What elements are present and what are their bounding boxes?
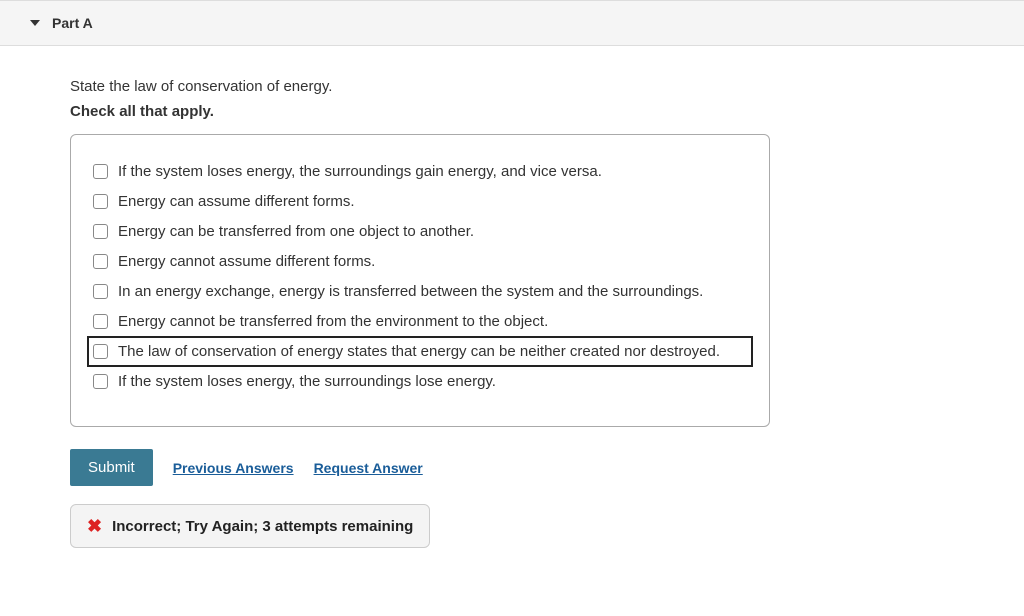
feedback-text: Incorrect; Try Again; 3 attempts remaini… [112, 518, 413, 535]
previous-answers-link[interactable]: Previous Answers [173, 460, 294, 476]
request-answer-link[interactable]: Request Answer [314, 460, 423, 476]
submit-button[interactable]: Submit [70, 449, 153, 486]
option-row[interactable]: If the system loses energy, the surround… [89, 158, 751, 185]
option-label: Energy cannot be transferred from the en… [118, 313, 548, 330]
x-icon: ✖ [87, 517, 102, 535]
option-row[interactable]: Energy can be transferred from one objec… [89, 218, 751, 245]
instruction-text: Check all that apply. [70, 103, 1004, 120]
checkbox[interactable] [93, 374, 108, 389]
option-label: In an energy exchange, energy is transfe… [118, 283, 703, 300]
option-label: Energy can assume different forms. [118, 193, 355, 210]
checkbox[interactable] [93, 284, 108, 299]
actions-row: Submit Previous Answers Request Answer [70, 449, 1004, 486]
option-row[interactable]: In an energy exchange, energy is transfe… [89, 278, 751, 305]
checkbox[interactable] [93, 254, 108, 269]
question-text: State the law of conservation of energy. [70, 78, 1004, 95]
option-label: If the system loses energy, the surround… [118, 373, 496, 390]
checkbox[interactable] [93, 164, 108, 179]
checkbox[interactable] [93, 194, 108, 209]
option-row[interactable]: If the system loses energy, the surround… [89, 368, 751, 395]
option-row[interactable]: The law of conservation of energy states… [89, 338, 751, 365]
checkbox[interactable] [93, 224, 108, 239]
part-header[interactable]: Part A [0, 0, 1024, 46]
chevron-down-icon [30, 20, 40, 26]
option-row[interactable]: Energy cannot assume different forms. [89, 248, 751, 275]
checkbox[interactable] [93, 344, 108, 359]
content-area: State the law of conservation of energy.… [0, 46, 1024, 568]
feedback-box: ✖ Incorrect; Try Again; 3 attempts remai… [70, 504, 430, 548]
option-row[interactable]: Energy cannot be transferred from the en… [89, 308, 751, 335]
option-label: Energy cannot assume different forms. [118, 253, 375, 270]
part-title: Part A [52, 15, 93, 31]
option-label: Energy can be transferred from one objec… [118, 223, 474, 240]
options-box: If the system loses energy, the surround… [70, 134, 770, 427]
option-label: If the system loses energy, the surround… [118, 163, 602, 180]
checkbox[interactable] [93, 314, 108, 329]
option-row[interactable]: Energy can assume different forms. [89, 188, 751, 215]
option-label: The law of conservation of energy states… [118, 343, 720, 360]
